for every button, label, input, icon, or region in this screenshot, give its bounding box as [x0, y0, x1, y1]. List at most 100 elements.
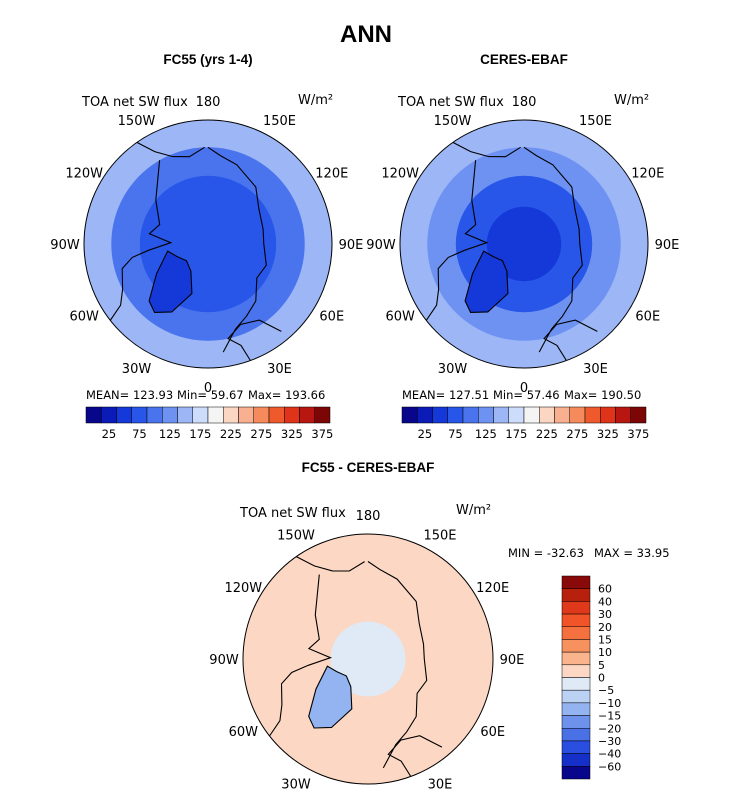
colorbar-tick: 75 — [448, 427, 463, 441]
panel-model: FC55 (yrs 1-4) TOA net SW flux W/m² 1801… — [50, 52, 363, 441]
colorbar-swatch — [238, 406, 254, 424]
colorbar-swatch — [478, 406, 494, 424]
max-stat: MAX = 33.95 — [594, 546, 670, 560]
min-stat: Min= 59.67 — [177, 388, 244, 402]
panel-difference: FC55 - CERES-EBAF TOA net SW flux W/m² M… — [209, 460, 669, 798]
colorbar-tick: 325 — [281, 427, 303, 441]
units-label: W/m² — [614, 93, 649, 108]
lon-label: 30W — [122, 362, 152, 377]
colorbar-tick: 25 — [418, 427, 433, 441]
lon-label: 60E — [480, 725, 505, 740]
colorbar-tick: 325 — [597, 427, 619, 441]
colorbar: 25 75 125 175 225 275 325 375 — [401, 406, 649, 441]
lon-label: 150E — [263, 114, 296, 129]
colorbar-swatch — [192, 406, 209, 424]
lon-label: 180 — [356, 509, 381, 524]
colorbar-tick: 175 — [505, 427, 527, 441]
colorbar-swatch — [561, 715, 591, 729]
lon-label: 150E — [423, 528, 456, 543]
colorbar-swatch — [223, 406, 239, 424]
lon-label: 120E — [315, 167, 348, 182]
colorbar-tick: 375 — [311, 427, 333, 441]
colorbar-swatch — [146, 406, 163, 424]
lon-label: 150E — [579, 114, 612, 129]
units-label: W/m² — [298, 93, 333, 108]
colorbar-tick: −20 — [598, 722, 621, 735]
colorbar-tick: −60 — [598, 760, 621, 773]
colorbar-swatch — [447, 406, 464, 424]
colorbar-swatch — [85, 406, 102, 424]
zone-arctic-interior — [330, 621, 406, 697]
lon-label: 60W — [69, 310, 99, 325]
panel-title: CERES-EBAF — [480, 52, 568, 67]
map-border — [399, 119, 649, 369]
lon-label: 90E — [655, 238, 680, 253]
lon-label: 30W — [281, 778, 311, 793]
coastline-canada — [425, 160, 489, 321]
zone-greenland — [308, 665, 353, 729]
colorbar-swatch — [561, 639, 591, 653]
colorbar-swatch — [561, 575, 591, 589]
lon-label: 60W — [385, 310, 415, 325]
colorbar-swatch — [268, 406, 285, 424]
colorbar-swatch — [493, 406, 509, 424]
colorbar-swatch — [561, 664, 591, 678]
colorbar: 25 75 125 175 225 275 325 375 — [85, 406, 333, 441]
colorbar-swatch — [615, 406, 631, 424]
lon-label: 60E — [635, 310, 660, 325]
coastline-eurasia — [207, 146, 267, 353]
figure-title: ANN — [340, 21, 392, 48]
colorbar-swatch — [561, 702, 591, 716]
polar-map — [242, 533, 494, 785]
lon-label: 30E — [267, 362, 292, 377]
colorbar-swatch — [561, 601, 591, 615]
coastline-scandinavia — [387, 735, 443, 777]
colorbar-swatch — [116, 406, 132, 424]
lon-label: 180 — [512, 95, 537, 110]
zone-greenland — [464, 250, 509, 313]
lon-label: 150W — [434, 114, 472, 129]
lon-label: 30W — [438, 362, 468, 377]
colorbar-tick: 225 — [220, 427, 242, 441]
lon-label: 150W — [118, 114, 156, 129]
coastline-eurasia — [367, 561, 428, 769]
colorbar-swatch — [523, 406, 540, 424]
colorbar-swatch — [207, 406, 224, 424]
min-stat: Min= 57.46 — [493, 388, 560, 402]
coastline-scandinavia — [543, 319, 598, 361]
colorbar-swatch — [561, 626, 591, 640]
colorbar-swatch — [284, 406, 300, 424]
colorbar-swatch — [569, 406, 586, 424]
units-label: W/m² — [456, 503, 491, 518]
min-stat: MIN = -32.63 — [508, 546, 584, 560]
colorbar-swatch — [131, 406, 148, 424]
panel-title: FC55 - CERES-EBAF — [302, 460, 435, 475]
colorbar-swatch — [561, 588, 591, 602]
coastline-alaska — [452, 141, 521, 158]
colorbar-tick: −15 — [598, 710, 621, 723]
coastline-scandinavia — [227, 319, 282, 361]
lon-label: 120E — [631, 167, 664, 182]
colorbar-tick: 125 — [475, 427, 497, 441]
colorbar-swatch — [508, 406, 525, 424]
colorbar-swatch — [554, 406, 570, 424]
zone-arctic-interior — [486, 206, 562, 282]
colorbar-tick: −40 — [598, 748, 621, 761]
lon-label: 180 — [196, 95, 221, 110]
colorbar-tick: 40 — [598, 595, 612, 608]
colorbar-swatch — [561, 677, 591, 691]
lon-label: 120W — [224, 581, 262, 596]
lon-label: 90W — [366, 238, 396, 253]
polar-map — [399, 119, 649, 369]
colorbar-swatch — [561, 651, 591, 666]
colorbar-swatch — [253, 406, 270, 424]
panel-observation: CERES-EBAF TOA net SW flux W/m² 180150E1… — [366, 52, 679, 441]
colorbar-swatch — [101, 406, 117, 424]
colorbar-tick: 25 — [102, 427, 117, 441]
colorbar-swatch — [539, 406, 555, 424]
map-border — [242, 533, 494, 785]
